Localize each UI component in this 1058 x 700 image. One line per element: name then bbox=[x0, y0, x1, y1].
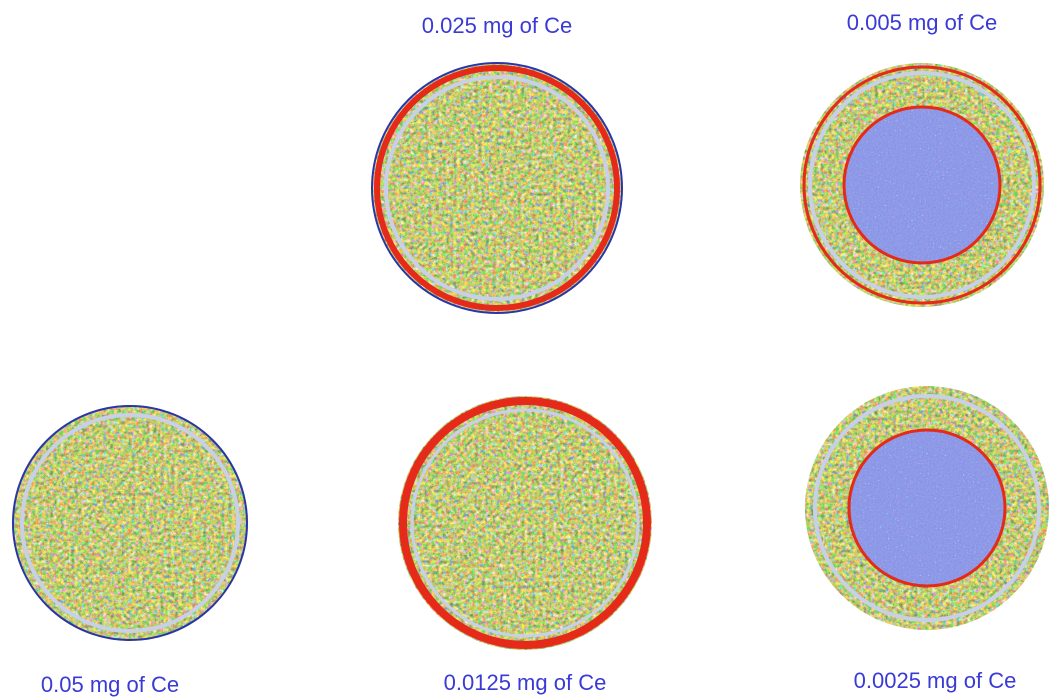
sample-label: 0.05 mg of Ce bbox=[41, 672, 179, 697]
dish bbox=[800, 63, 1044, 307]
page: 0.025 mg of Ce 0.005 mg of Ce 0.05 mg of… bbox=[0, 0, 1058, 700]
dish bbox=[12, 405, 248, 641]
sample-label: 0.0125 mg of Ce bbox=[444, 670, 607, 695]
sample-label: 0.025 mg of Ce bbox=[422, 13, 572, 38]
sample-label: 0.0025 mg of Ce bbox=[854, 668, 1017, 693]
dish bbox=[398, 396, 652, 650]
dish bbox=[372, 63, 622, 313]
figure: 0.025 mg of Ce 0.005 mg of Ce 0.05 mg of… bbox=[0, 0, 1058, 700]
sample-label: 0.005 mg of Ce bbox=[847, 10, 997, 35]
dish bbox=[805, 386, 1049, 630]
